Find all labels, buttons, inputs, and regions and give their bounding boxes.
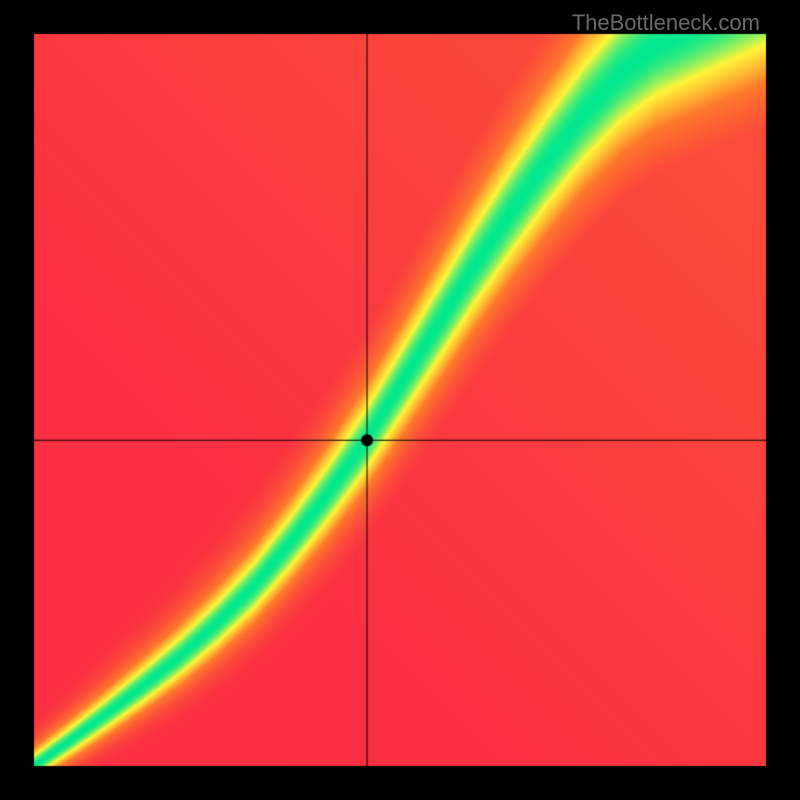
- heatmap-canvas: [0, 0, 800, 800]
- attribution-text: TheBottleneck.com: [572, 10, 760, 36]
- chart-container: { "attribution": { "text": "TheBottlenec…: [0, 0, 800, 800]
